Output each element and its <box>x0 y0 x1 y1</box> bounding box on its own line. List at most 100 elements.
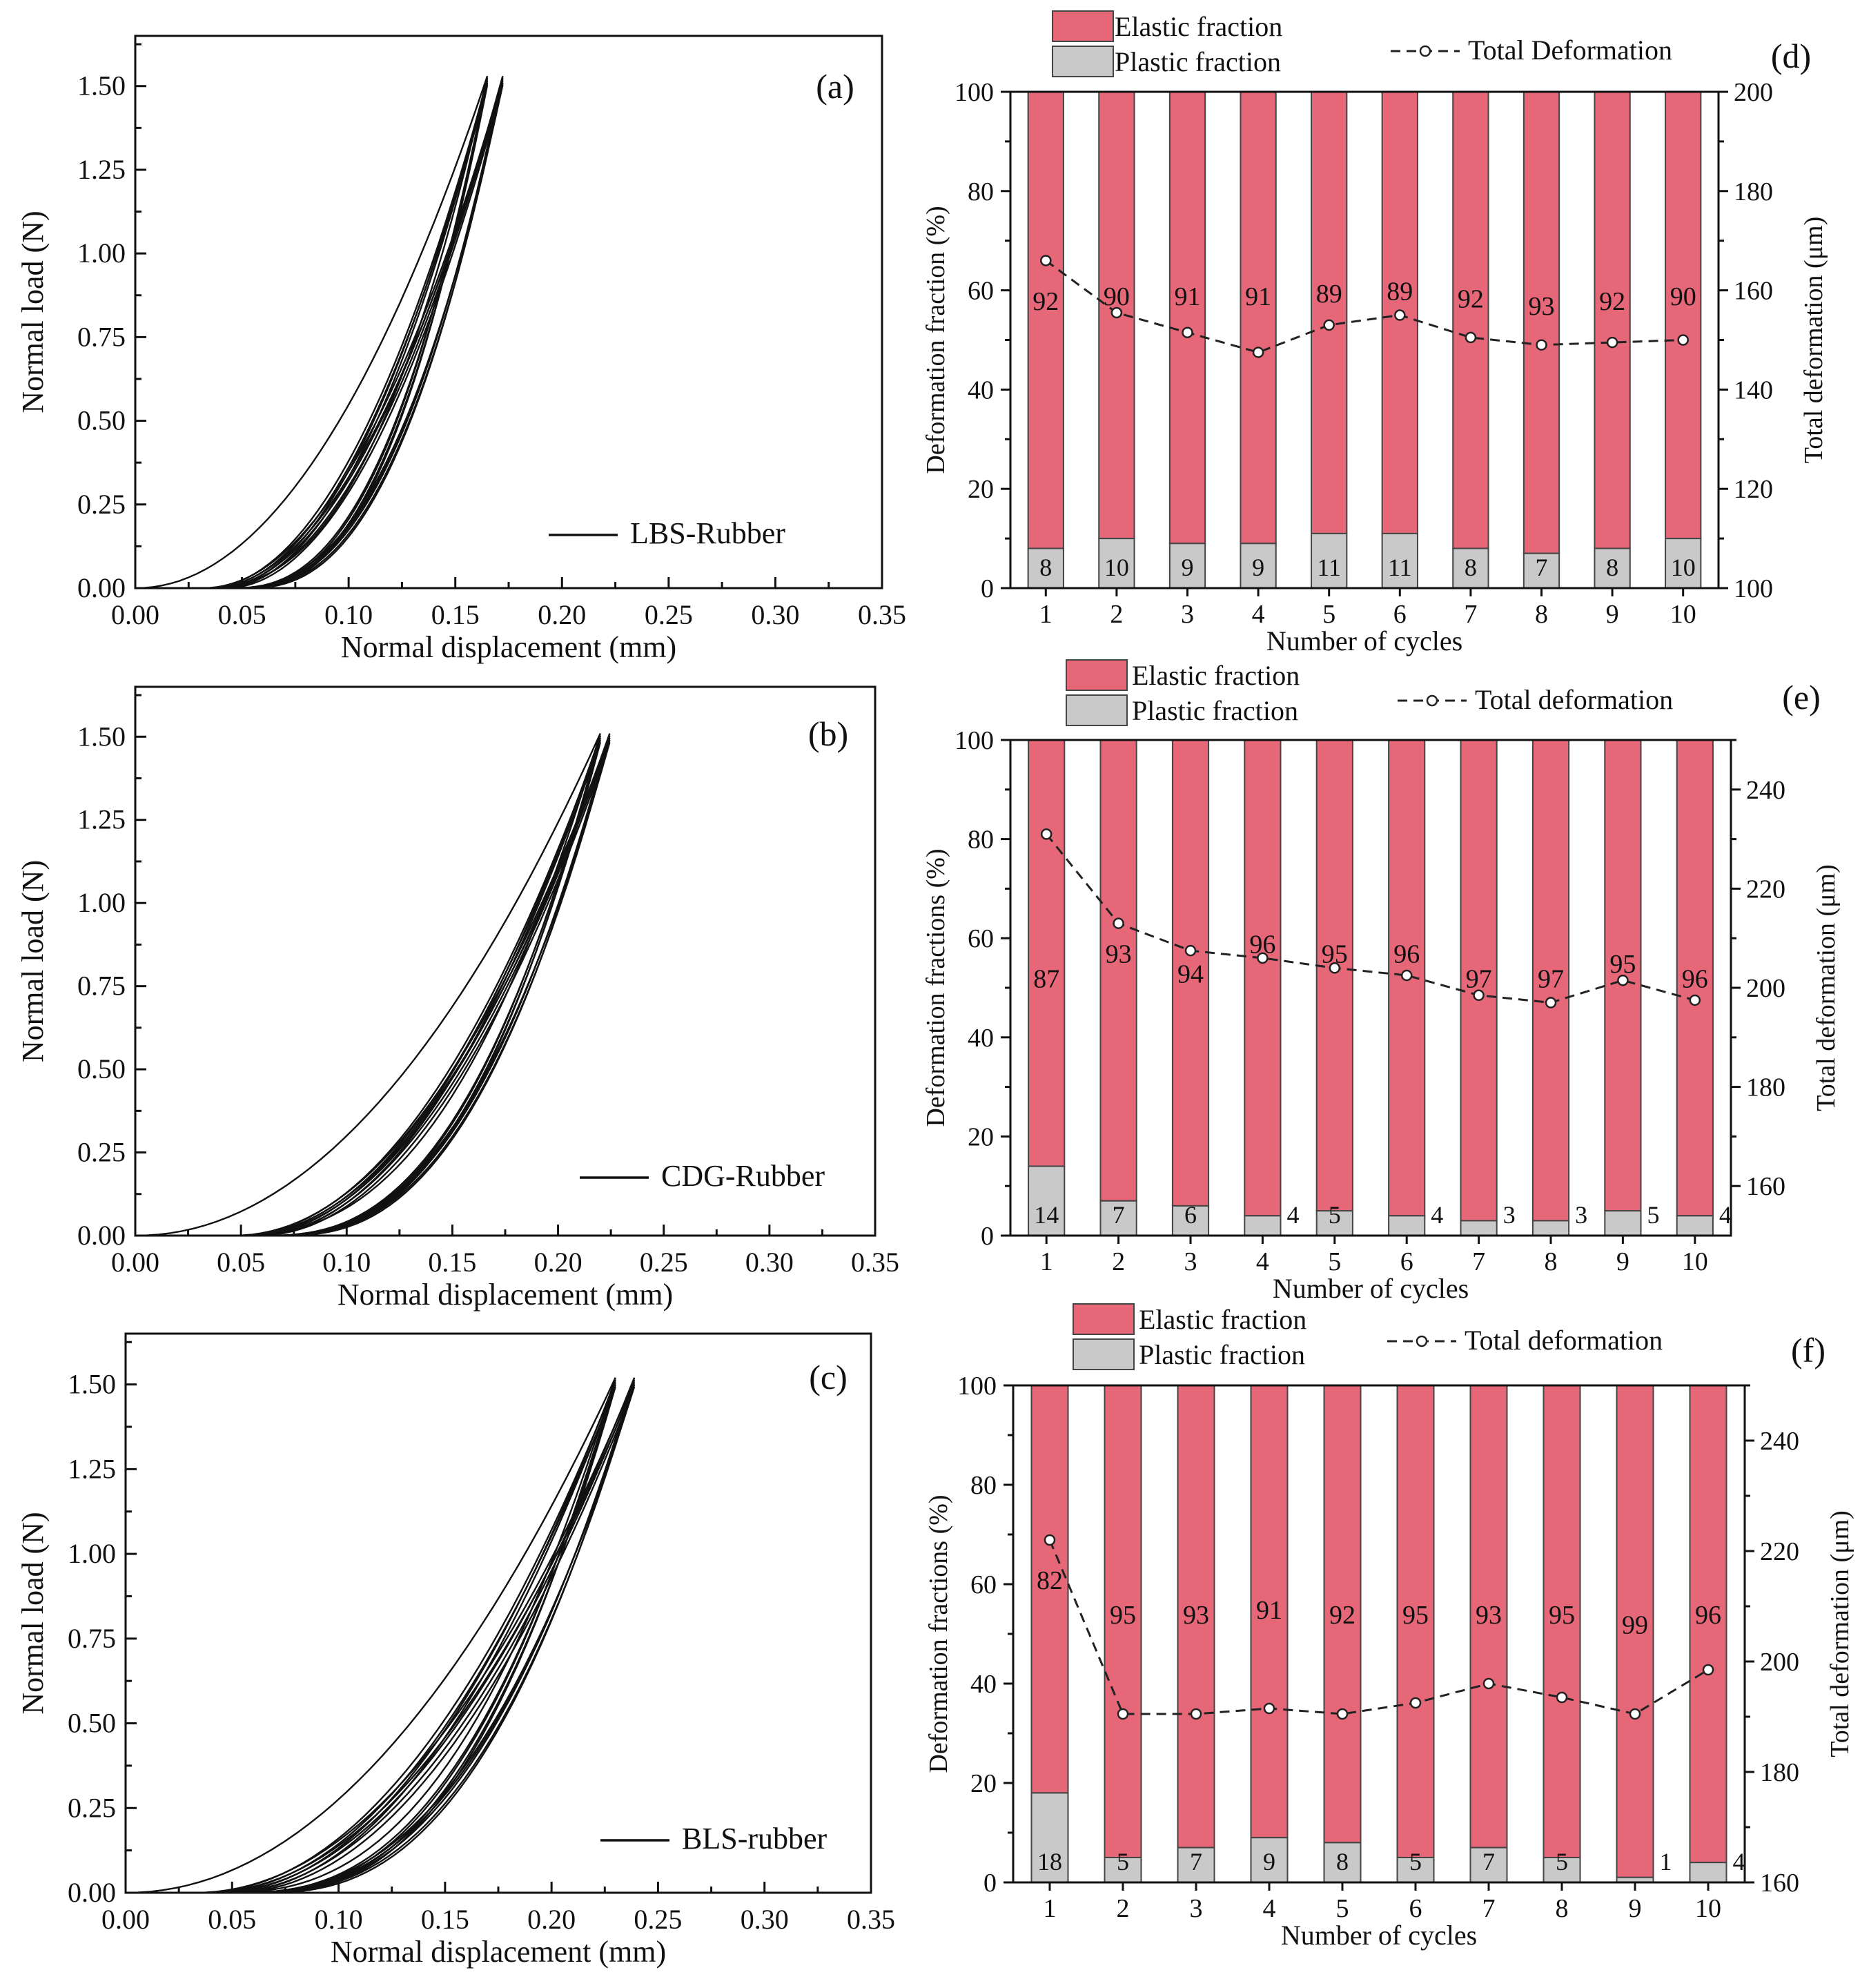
legend-swatch-elastic <box>1052 10 1114 42</box>
x-tick-label: 2 <box>1110 600 1123 629</box>
x-tick-label: 0.30 <box>745 1247 794 1278</box>
total-deformation-point <box>1323 319 1335 331</box>
chart-panel-4: 8714937946964955964973973955964020406080… <box>921 659 1841 1304</box>
plastic-bar <box>1543 1857 1581 1883</box>
x-tick-label: 0.00 <box>111 599 159 630</box>
x-tick-label: 2 <box>1112 1247 1125 1276</box>
plastic-bar <box>1460 1220 1498 1236</box>
total-deformation-point <box>1536 339 1547 351</box>
plastic-value-label: 18 <box>1037 1848 1062 1875</box>
elastic-value-label: 92 <box>1032 287 1059 316</box>
x-tick-label: 9 <box>1606 600 1619 629</box>
x-tick-label: 0.25 <box>640 1247 688 1278</box>
y-axis-title: Normal load (N) <box>16 211 50 413</box>
y-tick-label: 1.50 <box>77 70 126 101</box>
total-deformation-point <box>1336 1708 1349 1720</box>
plastic-bar <box>1323 1842 1362 1883</box>
x-tick-label: 0.35 <box>858 599 906 630</box>
y2-tick-label: 160 <box>1734 277 1773 306</box>
total-deformation-point <box>1394 309 1406 321</box>
plastic-value-label: 5 <box>1409 1848 1422 1875</box>
elastic-bar <box>1315 739 1353 1212</box>
legend-marker <box>1419 45 1431 57</box>
plastic-bar <box>1523 552 1560 589</box>
elastic-value-label: 93 <box>1476 1601 1502 1630</box>
elastic-bar <box>1665 91 1702 540</box>
total-deformation-point <box>1257 952 1269 964</box>
y2-tick-label: 140 <box>1734 376 1773 405</box>
x-tick-label: 0.30 <box>751 599 799 630</box>
plastic-value-label: 8 <box>1606 554 1618 581</box>
panel-label: (a) <box>816 67 854 106</box>
legend-label: LBS-Rubber <box>630 516 785 550</box>
y-tick-label: 20 <box>968 1122 994 1151</box>
x-tick-label: 9 <box>1616 1247 1629 1276</box>
elastic-value-label: 91 <box>1245 282 1271 311</box>
total-deformation-point <box>1182 327 1193 338</box>
elastic-value-label: 97 <box>1466 965 1492 994</box>
cycle-curve <box>204 1384 636 1894</box>
elastic-value-label: 89 <box>1316 280 1342 309</box>
total-deformation-point <box>1252 347 1264 358</box>
y2-tick-label: 160 <box>1760 1869 1799 1898</box>
plastic-value-label: 4 <box>1287 1201 1300 1229</box>
elastic-bar <box>1311 91 1348 534</box>
panel-label: (f) <box>1791 1331 1825 1370</box>
x-tick-label: 1 <box>1040 1247 1053 1276</box>
x-tick-label: 8 <box>1556 1894 1569 1923</box>
y2-tick-label: 200 <box>1746 974 1785 1003</box>
x-tick-label: 7 <box>1472 1247 1485 1276</box>
total-deformation-point <box>1400 969 1413 982</box>
total-deformation-point <box>1677 334 1689 346</box>
legend-label-plastic: Plastic fraction <box>1115 46 1281 77</box>
y-tick-label: 40 <box>968 1024 994 1053</box>
elastic-bar <box>1104 1385 1142 1858</box>
plastic-value-label: 7 <box>1113 1201 1125 1229</box>
x-tick-label: 5 <box>1328 1247 1341 1276</box>
x-tick-label: 7 <box>1464 600 1477 629</box>
plastic-value-label: 7 <box>1536 554 1548 581</box>
total-deformation-point <box>1606 336 1618 349</box>
y-axis-title: Normal load (N) <box>16 860 50 1062</box>
chart-panel-1: 0.00 0.05 0.10 0.15 0.20 0.25 0.30 0.35 0.00 0.25… <box>16 685 899 1312</box>
total-deformation-point <box>1329 962 1341 974</box>
x-tick-label: 3 <box>1184 1247 1197 1276</box>
x-tick-label: 0.20 <box>538 599 586 630</box>
plot-frame <box>124 1332 872 1894</box>
elastic-value-label: 93 <box>1529 292 1555 321</box>
x-tick-label: 10 <box>1695 1894 1721 1923</box>
x-tick-label: 9 <box>1629 1894 1642 1923</box>
plastic-value-label: 11 <box>1388 554 1412 581</box>
cycle-curve <box>217 1379 616 1894</box>
plastic-value-label: 10 <box>1671 554 1696 581</box>
legend-marker <box>1426 694 1438 707</box>
panel-label: (d) <box>1771 37 1811 75</box>
y-tick-label: 20 <box>968 475 994 504</box>
total-deformation-line <box>1046 833 1696 1004</box>
y2-tick-label: 180 <box>1760 1758 1799 1787</box>
elastic-bar <box>1452 91 1489 549</box>
plastic-value-label: 3 <box>1503 1201 1516 1229</box>
legend-marker <box>1416 1335 1428 1347</box>
y-tick-label: 0.75 <box>68 1623 116 1654</box>
y-tick-label: 100 <box>957 1372 997 1401</box>
plastic-bar <box>1531 1220 1570 1236</box>
legend-swatch-elastic <box>1066 659 1128 691</box>
total-deformation-point <box>1113 917 1124 929</box>
y-tick-label: 80 <box>968 177 994 206</box>
panel-label: (c) <box>809 1358 848 1396</box>
total-deformation-point <box>1465 331 1477 344</box>
x-tick-label: 0.15 <box>431 599 480 630</box>
y-tick-label: 80 <box>970 1471 997 1500</box>
total-deformation-point <box>1556 1691 1568 1704</box>
plastic-value-label: 4 <box>1719 1201 1732 1229</box>
x-tick-label: 0.15 <box>428 1247 476 1278</box>
x-tick-label: 10 <box>1682 1247 1708 1276</box>
elastic-value-label: 95 <box>1322 940 1348 969</box>
cycle-curve <box>211 84 489 589</box>
x-tick-label: 4 <box>1252 600 1265 629</box>
x-tick-label: 0.15 <box>421 1904 469 1935</box>
plastic-value-label: 7 <box>1482 1848 1495 1875</box>
x-axis-title: Normal displacement (mm) <box>331 1935 666 1969</box>
y-tick-label: 1.00 <box>77 237 126 269</box>
